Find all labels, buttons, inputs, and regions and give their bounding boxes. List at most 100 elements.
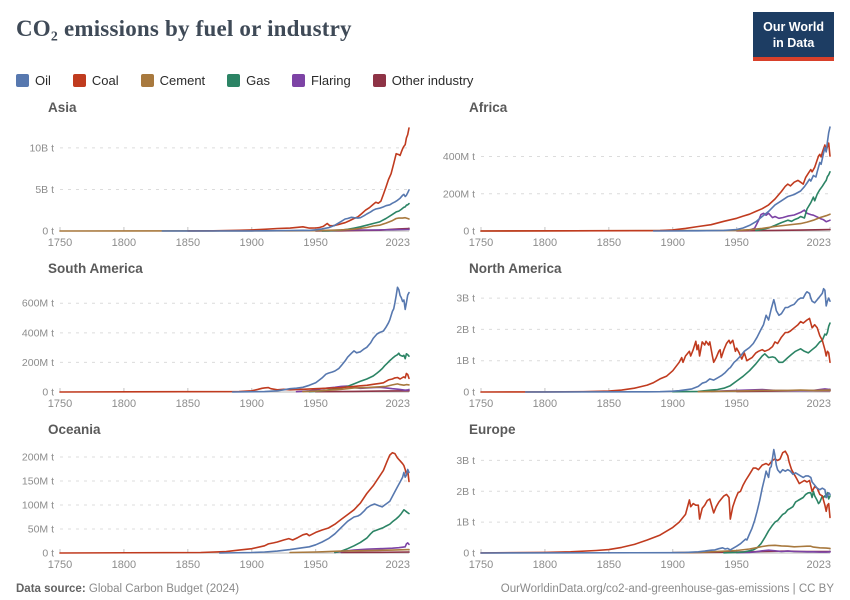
legend-item-label: Other industry bbox=[391, 72, 474, 88]
data-source-label: Data source: bbox=[16, 582, 86, 595]
y-tick-label: 0 t bbox=[42, 386, 54, 398]
x-tick-label: 1800 bbox=[533, 237, 557, 249]
x-tick-label: 1950 bbox=[303, 559, 327, 571]
x-tick-label: 1850 bbox=[597, 237, 621, 249]
x-tick-label: 1750 bbox=[469, 398, 493, 410]
series-line-oil bbox=[219, 468, 410, 554]
panel-title-north-america: North America bbox=[469, 260, 562, 276]
page-title: CO₂ emissions by fuel or industry bbox=[16, 16, 352, 41]
series-line-cement bbox=[289, 548, 410, 553]
charts-grid: Asia 0 t 5B t 10B t 1750 1800 1850 1900 1950 2023… bbox=[16, 94, 834, 577]
owid-logo[interactable]: Our World in Data bbox=[753, 12, 834, 61]
x-tick-label: 2023 bbox=[807, 237, 831, 249]
x-tick-label: 1900 bbox=[240, 559, 264, 571]
y-tick-label: 3B t bbox=[456, 292, 475, 304]
chart-oceania[interactable]: 0 t 50M t 100M t 150M t 200M t 1750 1800 1850 19… bbox=[16, 437, 415, 577]
legend: Oil Coal Cement Gas Flaring Other industry bbox=[16, 73, 834, 88]
x-tick-label: 1800 bbox=[112, 398, 136, 410]
x-tick-label: 1850 bbox=[597, 559, 621, 571]
y-tick-label: 200M t bbox=[443, 188, 475, 200]
data-source-text: Global Carbon Budget (2024) bbox=[88, 582, 240, 595]
series-line-coal bbox=[187, 126, 410, 232]
chart-panel-oceania: Oceania 0 t 50M t 100M t 150M t 200M t 1750 180… bbox=[16, 416, 415, 577]
legend-item-label: Cement bbox=[159, 72, 206, 88]
header: CO₂ emissions by fuel or industry Our Wo… bbox=[16, 12, 834, 61]
legend-item-label: Oil bbox=[35, 72, 51, 88]
panel-title-africa: Africa bbox=[469, 99, 508, 115]
chart-asia[interactable]: 0 t 5B t 10B t 1750 1800 1850 1900 1950 2023 bbox=[16, 115, 415, 255]
y-tick-label: 10B t bbox=[29, 142, 54, 154]
y-tick-label: 50M t bbox=[28, 523, 54, 535]
y-tick-label: 100M t bbox=[22, 499, 54, 511]
chart-south-america[interactable]: 0 t 200M t 400M t 600M t 1750 1800 1850 1900 195… bbox=[16, 276, 415, 416]
panel-title-south-america: South America bbox=[48, 260, 143, 276]
chart-panel-africa: Africa 0 t 200M t 400M t 1750 1800 1850 1900 195… bbox=[437, 94, 836, 255]
y-tick-label: 1B t bbox=[456, 516, 475, 528]
x-tick-label: 1850 bbox=[176, 398, 200, 410]
legend-item-other-industry[interactable]: Other industry bbox=[372, 72, 474, 88]
chart-panel-europe: Europe 0 t 1B t 2B t 3B t 1750 1800 1850 1900 195… bbox=[437, 416, 836, 577]
chart-europe[interactable]: 0 t 1B t 2B t 3B t 1750 1800 1850 1900 1950 2023 bbox=[437, 437, 836, 577]
x-tick-label: 1750 bbox=[469, 237, 493, 249]
legend-item-label: Flaring bbox=[311, 72, 351, 88]
series-line-other-industry bbox=[340, 550, 410, 553]
legend-item-cement[interactable]: Cement bbox=[140, 72, 206, 88]
x-tick-label: 1750 bbox=[48, 398, 72, 410]
x-tick-label: 1950 bbox=[303, 237, 327, 249]
series-line-coal bbox=[59, 451, 410, 554]
chart-africa[interactable]: 0 t 200M t 400M t 1750 1800 1850 1900 1950 2023 bbox=[437, 115, 836, 255]
series-line-cement bbox=[59, 216, 410, 232]
chart-panel-south-america: South America 0 t 200M t 400M t 600M t 1750 18… bbox=[16, 255, 415, 416]
y-tick-label: 400M t bbox=[22, 327, 54, 339]
footer-link[interactable]: OurWorldinData.org/co2-and-greenhouse-ga… bbox=[500, 582, 834, 595]
y-tick-label: 0 t bbox=[463, 547, 475, 559]
x-tick-label: 1850 bbox=[176, 559, 200, 571]
panel-title-asia: Asia bbox=[48, 99, 77, 115]
series-line-oil bbox=[161, 188, 410, 232]
legend-swatch bbox=[372, 73, 386, 87]
x-tick-label: 1900 bbox=[661, 398, 685, 410]
x-tick-label: 1950 bbox=[303, 398, 327, 410]
legend-item-oil[interactable]: Oil bbox=[16, 73, 51, 88]
x-tick-label: 1950 bbox=[724, 398, 748, 410]
x-tick-label: 1900 bbox=[240, 398, 264, 410]
y-tick-label: 3B t bbox=[456, 454, 475, 466]
x-tick-label: 1850 bbox=[597, 398, 621, 410]
y-tick-label: 200M t bbox=[22, 356, 54, 368]
x-tick-label: 2023 bbox=[386, 559, 410, 571]
legend-item-gas[interactable]: Gas bbox=[227, 73, 270, 88]
y-tick-label: 600M t bbox=[22, 297, 54, 309]
legend-swatch bbox=[16, 73, 29, 87]
panel-title-oceania: Oceania bbox=[48, 421, 101, 437]
series-line-oil bbox=[231, 286, 410, 393]
series-line-other-industry bbox=[314, 389, 410, 392]
legend-item-coal[interactable]: Coal bbox=[72, 73, 119, 88]
x-tick-label: 1750 bbox=[469, 559, 493, 571]
x-tick-label: 2023 bbox=[386, 398, 410, 410]
legend-swatch bbox=[72, 73, 86, 87]
series-line-oil bbox=[480, 448, 831, 554]
x-tick-label: 2023 bbox=[807, 559, 831, 571]
owid-logo-line1: Our World bbox=[763, 20, 824, 34]
series-line-cement bbox=[480, 212, 831, 232]
x-tick-label: 1900 bbox=[661, 559, 685, 571]
series-line-oil bbox=[652, 125, 831, 232]
legend-item-flaring[interactable]: Flaring bbox=[292, 73, 351, 88]
chart-north-america[interactable]: 0 t 1B t 2B t 3B t 1750 1800 1850 1900 1950 2023 bbox=[437, 276, 836, 416]
owid-logo-line2: in Data bbox=[772, 36, 815, 51]
x-tick-label: 1750 bbox=[48, 237, 72, 249]
data-source: Data source: Global Carbon Budget (2024) bbox=[16, 583, 239, 595]
series-line-gas bbox=[321, 202, 410, 232]
y-tick-label: 1B t bbox=[456, 355, 475, 367]
x-tick-label: 1950 bbox=[724, 237, 748, 249]
legend-swatch bbox=[227, 73, 241, 87]
series-line-coal bbox=[480, 449, 831, 554]
x-tick-label: 1800 bbox=[533, 559, 557, 571]
series-line-coal bbox=[480, 317, 831, 393]
legend-item-label: Gas bbox=[246, 72, 271, 88]
x-tick-label: 1900 bbox=[240, 237, 264, 249]
series-line-gas bbox=[755, 170, 831, 231]
x-tick-label: 1800 bbox=[533, 398, 557, 410]
y-tick-label: 0 t bbox=[42, 547, 54, 559]
